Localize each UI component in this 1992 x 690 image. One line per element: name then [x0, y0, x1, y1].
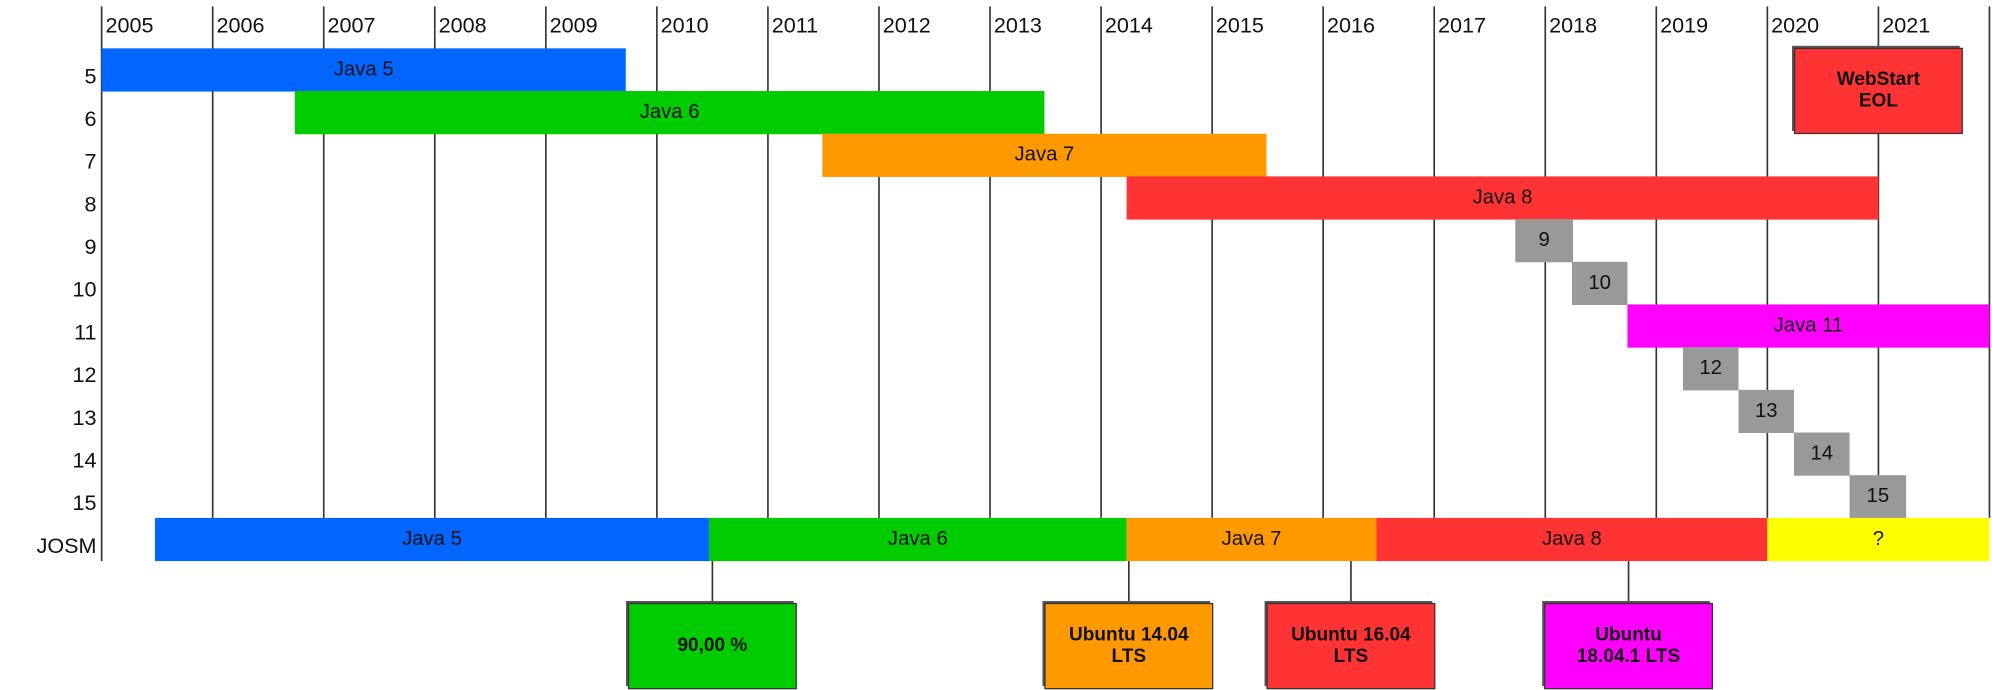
annotation-box — [1544, 602, 1714, 690]
row-label: 13 — [73, 405, 97, 430]
bar — [1376, 517, 1768, 562]
bar — [1794, 432, 1850, 476]
row-label: 5 — [85, 63, 97, 88]
bar — [1627, 304, 1990, 348]
annotation-box — [1044, 602, 1214, 690]
annotation-box — [627, 602, 797, 690]
bar-label: 9 — [1539, 229, 1550, 251]
row-label: 11 — [74, 319, 96, 344]
bar — [294, 91, 1045, 135]
annotation-text: Ubuntu 14.04 — [1069, 624, 1189, 645]
x-tick-label: 2021 — [1882, 12, 1930, 37]
bar-label: Java 6 — [640, 101, 700, 123]
row-label: 7 — [85, 149, 97, 174]
row-label: 9 — [85, 234, 97, 259]
bar-label: 13 — [1755, 400, 1778, 422]
x-tick-label: 2006 — [216, 12, 264, 37]
annotation-text: 18.04.1 LTS — [1577, 646, 1680, 667]
row-label: 12 — [73, 362, 97, 387]
x-tick-label: 2010 — [661, 12, 709, 37]
x-tick-label: 2013 — [994, 12, 1042, 37]
x-tick-label: 2007 — [328, 12, 376, 37]
bar — [1571, 261, 1628, 305]
bar — [1849, 475, 1907, 519]
bar-label: Java 5 — [334, 58, 394, 80]
bar — [1738, 389, 1795, 434]
x-tick-label: 2019 — [1660, 12, 1708, 37]
bar-label: ? — [1873, 528, 1884, 550]
bar — [1515, 219, 1574, 263]
x-tick-label: 2017 — [1438, 12, 1486, 37]
bar-label: Java 5 — [402, 528, 462, 550]
bar — [1126, 517, 1377, 562]
x-tick-label: 2015 — [1216, 12, 1264, 37]
bar-label: Java 8 — [1473, 186, 1533, 208]
annotation-text: Ubuntu — [1595, 624, 1662, 645]
bar — [101, 48, 626, 92]
bar-label: Java 7 — [1222, 528, 1282, 550]
annotation-text: WebStart — [1837, 69, 1921, 90]
x-tick-label: 2016 — [1327, 12, 1375, 37]
bar-label: 15 — [1867, 485, 1890, 507]
annotation-text: LTS — [1334, 646, 1369, 667]
bar — [1767, 517, 1990, 562]
bar-label: 12 — [1699, 357, 1722, 379]
bar — [1682, 347, 1739, 391]
bar — [822, 133, 1267, 177]
x-tick-label: 2012 — [883, 12, 931, 37]
annotation-text: LTS — [1112, 646, 1147, 667]
row-label: 14 — [73, 447, 97, 472]
bar — [709, 517, 1127, 562]
x-tick-label: 2008 — [439, 12, 487, 37]
annotation-text: Ubuntu 16.04 — [1291, 624, 1411, 645]
bar — [154, 517, 710, 562]
x-tick-label: 2011 — [772, 12, 818, 37]
x-tick-label: 2018 — [1549, 12, 1597, 37]
bar-label: Java 8 — [1542, 528, 1602, 550]
bar-label: Java 7 — [1015, 144, 1075, 166]
row-label: 8 — [85, 191, 97, 216]
annotation-box — [1793, 47, 1963, 135]
x-tick-label: 2009 — [550, 12, 598, 37]
annotation-text: EOL — [1859, 91, 1899, 112]
bar-label: 10 — [1588, 272, 1611, 294]
bar-label: 14 — [1810, 443, 1833, 465]
x-tick-label: 2014 — [1105, 12, 1153, 37]
x-tick-label: 2005 — [105, 12, 153, 37]
x-tick-label: 2020 — [1771, 12, 1819, 37]
annotation-box — [1266, 602, 1436, 690]
bar-label: Java 11 — [1774, 314, 1844, 336]
bar — [1126, 176, 1879, 220]
bar-label: Java 6 — [888, 528, 948, 550]
row-label: 6 — [85, 106, 97, 131]
row-label: JOSM — [37, 533, 97, 558]
annotation-text: 90,00 % — [677, 635, 747, 656]
row-label: 15 — [73, 490, 97, 515]
row-label: 10 — [73, 277, 97, 302]
